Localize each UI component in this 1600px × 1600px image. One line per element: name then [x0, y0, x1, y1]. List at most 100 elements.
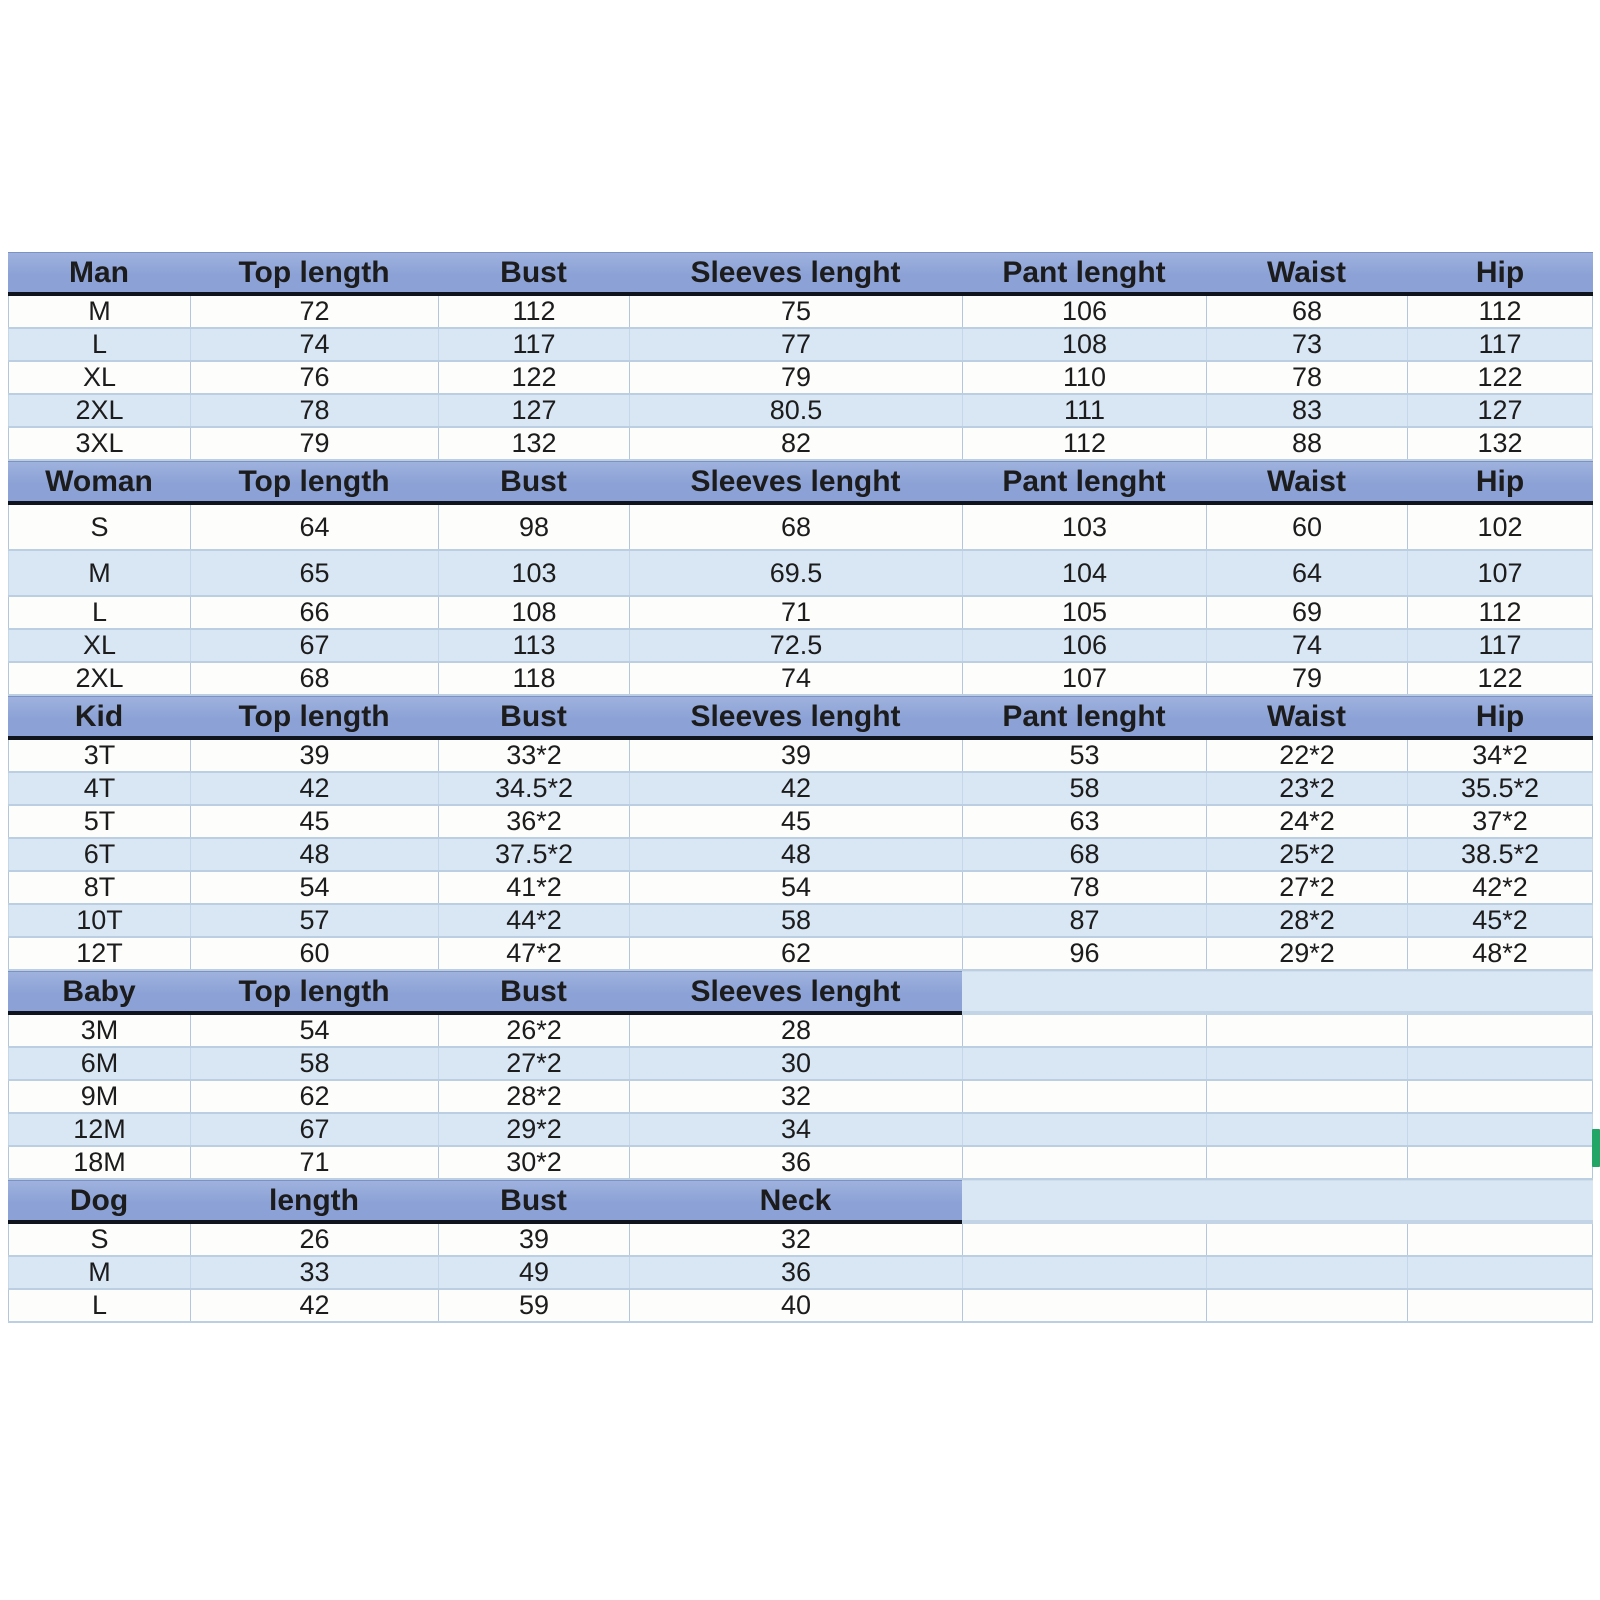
value-cell: 23*2: [1206, 773, 1407, 804]
woman-row-s: S 64 98 68 103 60 102: [8, 505, 1593, 551]
value-cell: 105: [962, 597, 1206, 628]
value-cell: 54: [190, 1015, 438, 1046]
man-row-m: M 72 112 75 106 68 112: [8, 296, 1593, 329]
value-cell: 106: [962, 296, 1206, 327]
value-cell: 34*2: [1407, 740, 1593, 771]
value-cell: 29*2: [1206, 938, 1407, 969]
value-cell: 68: [629, 505, 962, 549]
value-cell: 78: [1206, 362, 1407, 393]
size-label: 9M: [8, 1081, 190, 1112]
value-cell: 39: [438, 1224, 629, 1255]
value-cell: 106: [962, 630, 1206, 661]
kid-row-8t: 8T 54 41*2 54 78 27*2 42*2: [8, 872, 1593, 905]
value-cell: 27*2: [1206, 872, 1407, 903]
man-row-2xl: 2XL 78 127 80.5 111 83 127: [8, 395, 1593, 428]
value-cell: 77: [629, 329, 962, 360]
group-label: Baby: [8, 971, 190, 1015]
value-cell: 28*2: [438, 1081, 629, 1112]
value-cell: 112: [438, 296, 629, 327]
woman-header-row: Woman Top length Bust Sleeves lenght Pant le…: [8, 461, 1593, 505]
value-cell: 79: [629, 362, 962, 393]
size-label: 4T: [8, 773, 190, 804]
column-header: Top length: [190, 252, 438, 296]
value-cell: [962, 1015, 1206, 1046]
value-cell: 60: [190, 938, 438, 969]
size-label: M: [8, 1257, 190, 1288]
column-header: Waist: [1206, 696, 1407, 740]
value-cell: [1407, 1257, 1593, 1288]
value-cell: 57: [190, 905, 438, 936]
value-cell: 117: [1407, 630, 1593, 661]
size-label: 5T: [8, 806, 190, 837]
column-header: Hip: [1407, 461, 1593, 505]
value-cell: 48: [190, 839, 438, 870]
woman-row-m: M 65 103 69.5 104 64 107: [8, 551, 1593, 597]
value-cell: 49: [438, 1257, 629, 1288]
value-cell: [962, 1147, 1206, 1178]
dog-row-l: L 42 59 40: [8, 1290, 1593, 1323]
value-cell: 87: [962, 905, 1206, 936]
value-cell: [1407, 1224, 1593, 1255]
group-label: Woman: [8, 461, 190, 505]
value-cell: [962, 1081, 1206, 1112]
column-header: Bust: [438, 971, 629, 1015]
column-header: Sleeves lenght: [629, 696, 962, 740]
value-cell: 64: [1206, 551, 1407, 595]
value-cell: 110: [962, 362, 1206, 393]
baby-row-6m: 6M 58 27*2 30: [8, 1048, 1593, 1081]
value-cell: [1407, 1147, 1593, 1178]
value-cell: [1407, 1048, 1593, 1079]
value-cell: 34: [629, 1114, 962, 1145]
kid-row-4t: 4T 42 34.5*2 42 58 23*2 35.5*2: [8, 773, 1593, 806]
value-cell: 78: [190, 395, 438, 426]
value-cell: 45: [629, 806, 962, 837]
selection-indicator[interactable]: [1592, 1129, 1600, 1167]
value-cell: 122: [438, 362, 629, 393]
value-cell: 107: [1407, 551, 1593, 595]
value-cell: 29*2: [438, 1114, 629, 1145]
value-cell: 39: [629, 740, 962, 771]
value-cell: 36*2: [438, 806, 629, 837]
dog-row-s: S 26 39 32: [8, 1224, 1593, 1257]
value-cell: 32: [629, 1224, 962, 1255]
value-cell: 26: [190, 1224, 438, 1255]
value-cell: 30*2: [438, 1147, 629, 1178]
column-header: Top length: [190, 696, 438, 740]
size-label: 8T: [8, 872, 190, 903]
kid-row-10t: 10T 57 44*2 58 87 28*2 45*2: [8, 905, 1593, 938]
value-cell: [1407, 1015, 1593, 1046]
size-label: S: [8, 505, 190, 549]
size-label: 3T: [8, 740, 190, 771]
value-cell: 22*2: [1206, 740, 1407, 771]
size-label: L: [8, 597, 190, 628]
header-filler: [962, 971, 1593, 1015]
value-cell: 72.5: [629, 630, 962, 661]
column-header: Pant lenght: [962, 461, 1206, 505]
size-label: 10T: [8, 905, 190, 936]
value-cell: 58: [629, 905, 962, 936]
value-cell: 117: [438, 329, 629, 360]
value-cell: [1407, 1114, 1593, 1145]
value-cell: 98: [438, 505, 629, 549]
value-cell: [962, 1290, 1206, 1321]
value-cell: [1206, 1015, 1407, 1046]
value-cell: 127: [438, 395, 629, 426]
value-cell: 62: [629, 938, 962, 969]
column-header: Bust: [438, 461, 629, 505]
value-cell: 103: [438, 551, 629, 595]
group-label: Kid: [8, 696, 190, 740]
column-header: Sleeves lenght: [629, 252, 962, 296]
value-cell: 111: [962, 395, 1206, 426]
value-cell: 117: [1407, 329, 1593, 360]
dog-row-m: M 33 49 36: [8, 1257, 1593, 1290]
value-cell: 67: [190, 1114, 438, 1145]
value-cell: 72: [190, 296, 438, 327]
value-cell: 75: [629, 296, 962, 327]
size-label: 12M: [8, 1114, 190, 1145]
baby-row-3m: 3M 54 26*2 28: [8, 1015, 1593, 1048]
value-cell: [1206, 1048, 1407, 1079]
value-cell: 65: [190, 551, 438, 595]
size-label: M: [8, 551, 190, 595]
value-cell: [1206, 1081, 1407, 1112]
